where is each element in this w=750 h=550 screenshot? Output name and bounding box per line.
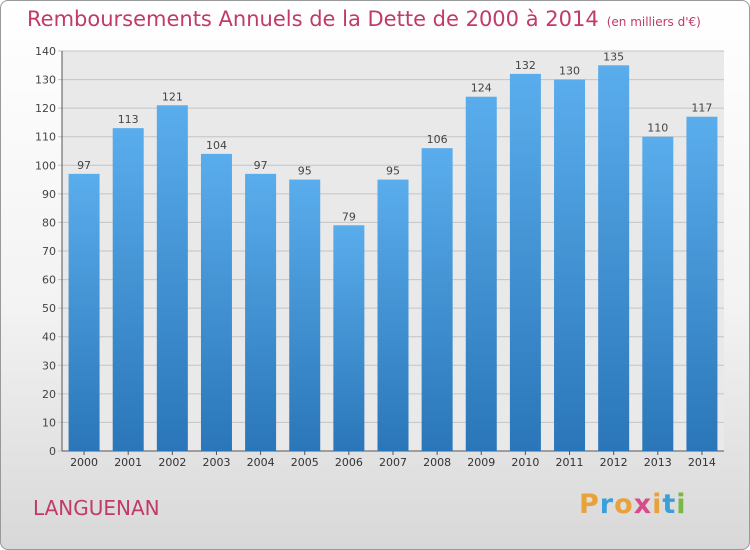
y-tick-label: 110 (35, 131, 56, 144)
bar-value-label: 95 (386, 165, 400, 178)
y-tick-label: 10 (42, 416, 56, 429)
bar-2007 (377, 179, 409, 452)
logo-letter: x (633, 489, 653, 520)
bar-2006 (333, 225, 365, 451)
bar-2003 (200, 153, 232, 451)
y-tick-label: 70 (42, 245, 56, 258)
logo-letter: o (614, 489, 634, 520)
x-tick-label: 2011 (556, 456, 584, 469)
bar-value-label: 130 (559, 65, 580, 78)
logo-letter: i (652, 489, 663, 520)
bar-value-label: 135 (603, 50, 624, 63)
y-tick-label: 40 (42, 331, 56, 344)
y-tick-label: 30 (42, 359, 56, 372)
bar-2005 (289, 179, 321, 452)
x-tick-label: 2006 (335, 456, 363, 469)
bar-2011 (554, 79, 586, 452)
y-tick-label: 90 (42, 188, 56, 201)
x-tick-label: 2014 (688, 456, 716, 469)
y-tick-label: 0 (49, 445, 56, 458)
x-tick-label: 2001 (114, 456, 142, 469)
x-tick-label: 2013 (644, 456, 672, 469)
x-tick-label: 2009 (467, 456, 495, 469)
bar-value-label: 124 (471, 82, 492, 95)
y-tick-label: 50 (42, 302, 56, 315)
bar-2002 (156, 105, 188, 452)
bar-value-label: 97 (77, 159, 91, 172)
x-tick-label: 2002 (158, 456, 186, 469)
y-tick-label: 140 (35, 45, 56, 58)
x-tick-label: 2008 (423, 456, 451, 469)
bar-2001 (112, 128, 144, 451)
bar-value-label: 106 (427, 133, 448, 146)
y-tick-label: 130 (35, 74, 56, 87)
logo-letter: r (599, 489, 615, 520)
logo-letter: i (676, 489, 687, 520)
bar-value-label: 95 (298, 165, 312, 178)
y-tick-label: 80 (42, 216, 56, 229)
bar-2010 (509, 73, 541, 451)
bar-value-label: 97 (254, 159, 268, 172)
x-tick-label: 2003 (202, 456, 230, 469)
x-tick-label: 2007 (379, 456, 407, 469)
bar-2009 (465, 96, 497, 451)
bar-2014 (686, 116, 718, 451)
bar-value-label: 121 (162, 90, 183, 103)
place-name: LANGUENAN (33, 496, 160, 520)
y-tick-label: 60 (42, 274, 56, 287)
bar-2000 (68, 173, 100, 451)
bar-2008 (421, 148, 453, 451)
bar-value-label: 104 (206, 139, 227, 152)
logo-letter: P (579, 489, 600, 520)
bar-value-label: 110 (647, 122, 668, 135)
x-tick-label: 2004 (247, 456, 275, 469)
bar-2004 (245, 173, 277, 451)
bar-value-label: 113 (118, 113, 139, 126)
y-tick-label: 20 (42, 388, 56, 401)
logo-letter: t (662, 489, 677, 520)
chart-unit: (en milliers d'€) (606, 15, 701, 29)
x-tick-label: 2012 (600, 456, 628, 469)
x-tick-label: 2010 (511, 456, 539, 469)
y-tick-label: 120 (35, 102, 56, 115)
x-tick-label: 2000 (70, 456, 98, 469)
bar-2012 (598, 65, 630, 452)
y-tick-label: 100 (35, 159, 56, 172)
proxiti-logo: Proxiti (579, 489, 687, 520)
bar-value-label: 79 (342, 210, 356, 223)
chart-title: Remboursements Annuels de la Dette de 20… (27, 7, 701, 31)
chart-title-text: Remboursements Annuels de la Dette de 20… (27, 7, 599, 31)
bar-value-label: 117 (691, 102, 712, 115)
x-tick-label: 2005 (291, 456, 319, 469)
bar-value-label: 132 (515, 59, 536, 72)
bar-2013 (642, 136, 674, 451)
